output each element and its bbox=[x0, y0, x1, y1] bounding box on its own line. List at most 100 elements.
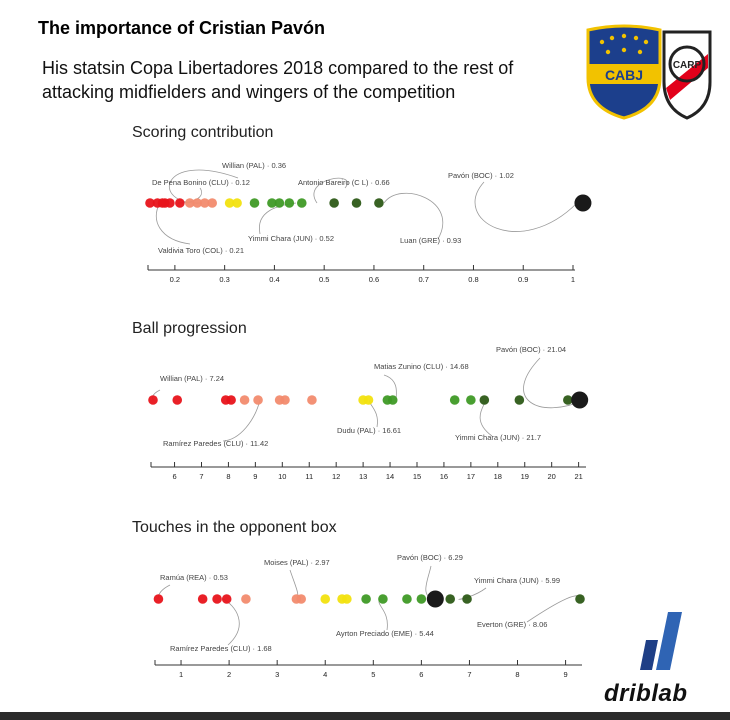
annotation-label: Pavón (BOC) · 6.29 bbox=[397, 553, 463, 562]
chart-title: Scoring contribution bbox=[132, 124, 273, 141]
tick-label: 1 bbox=[179, 670, 183, 679]
highlight-point bbox=[571, 391, 589, 409]
tick-label: 6 bbox=[172, 472, 176, 481]
annotation-connector bbox=[222, 598, 240, 646]
annotation-label: Willian (PAL) · 0.36 bbox=[222, 161, 286, 170]
data-point bbox=[307, 395, 317, 405]
annotation-label: Ramírez Paredes (CLU) · 11.42 bbox=[163, 439, 268, 448]
tick-label: 16 bbox=[440, 472, 448, 481]
annotation-label: Ayrton Preciado (EME) · 5.44 bbox=[336, 629, 434, 638]
annotation-label: Dudu (PAL) · 16.61 bbox=[337, 426, 401, 435]
tick-label: 19 bbox=[521, 472, 529, 481]
data-point bbox=[199, 198, 210, 208]
data-point bbox=[514, 395, 525, 405]
data-point bbox=[172, 395, 183, 405]
annotation-connector bbox=[383, 193, 444, 240]
tick-label: 8 bbox=[515, 670, 519, 679]
tick-label: 4 bbox=[323, 670, 327, 679]
brand-wordmark: driblab bbox=[604, 680, 688, 707]
data-point bbox=[241, 594, 251, 604]
tick-label: 10 bbox=[278, 472, 286, 481]
annotation-label: Matias Zunino (CLU) · 14.68 bbox=[374, 362, 469, 371]
tick-label: 9 bbox=[253, 472, 257, 481]
page-subtitle: His statsin Copa Libertadores 2018 compa… bbox=[42, 58, 514, 102]
driblab-mark-icon bbox=[640, 612, 682, 670]
data-point bbox=[296, 198, 307, 208]
club-logos: CABJ CARP bbox=[586, 24, 712, 120]
tick-label: 20 bbox=[548, 472, 556, 481]
annotation-connector bbox=[474, 181, 578, 232]
data-point bbox=[221, 594, 232, 604]
data-point bbox=[165, 198, 175, 208]
annotation-connector bbox=[155, 202, 191, 245]
annotation-label: Pavón (BOC) · 21.04 bbox=[496, 345, 566, 354]
tick-label: 14 bbox=[386, 472, 394, 481]
data-point bbox=[280, 395, 290, 405]
page-title: The importance of Cristian Pavón bbox=[38, 18, 326, 38]
annotation-label: Ramírez Paredes (CLU) · 1.68 bbox=[170, 644, 272, 653]
annotation-connector bbox=[222, 399, 261, 442]
data-point bbox=[462, 594, 472, 604]
tick-label: 0.7 bbox=[418, 275, 428, 284]
tick-label: 0.5 bbox=[319, 275, 329, 284]
tick-label: 17 bbox=[467, 472, 475, 481]
tick-label: 2 bbox=[227, 670, 231, 679]
data-point bbox=[192, 198, 203, 208]
bottom-bar bbox=[0, 712, 730, 720]
annotation-label: Antonio Bareiro (C L) · 0.66 bbox=[298, 178, 390, 187]
data-point bbox=[449, 395, 460, 405]
annotation-connector bbox=[479, 399, 493, 437]
tick-label: 0.8 bbox=[468, 275, 478, 284]
annotation-label: Ramúa (REA) · 0.53 bbox=[160, 573, 228, 582]
data-point bbox=[378, 594, 388, 604]
annotation-label: Pavón (BOC) · 1.02 bbox=[448, 171, 514, 180]
data-point bbox=[145, 198, 155, 208]
river-logo: CARP bbox=[662, 30, 712, 120]
tick-label: 0.4 bbox=[269, 275, 279, 284]
annotation-label: Moises (PAL) · 2.97 bbox=[264, 558, 330, 567]
data-point bbox=[351, 198, 362, 208]
tick-label: 11 bbox=[305, 472, 313, 481]
data-point bbox=[479, 395, 490, 405]
data-point bbox=[416, 594, 427, 604]
chart-1: Scoring contribution 0.2 0.3 0.4 0.5 0.6 0.7 0.… bbox=[132, 124, 592, 284]
annotation-label: Willian (PAL) · 7.24 bbox=[160, 374, 224, 383]
annotation-label: De Pena Bonino (CLU) · 0.12 bbox=[152, 178, 250, 187]
tick-label: 15 bbox=[413, 472, 421, 481]
river-logo-text: CARP bbox=[673, 60, 702, 71]
boca-logo-text: CABJ bbox=[605, 67, 643, 83]
tick-label: 13 bbox=[359, 472, 367, 481]
tick-label: 21 bbox=[574, 472, 582, 481]
data-point bbox=[267, 198, 277, 208]
chart-2: Ball progression 6 7 8 9 10 11 12 13 14 15 16 17 18 19… bbox=[132, 320, 589, 481]
data-point bbox=[374, 198, 384, 208]
data-point bbox=[387, 395, 398, 405]
annotation-label: Everton (GRE) · 8.06 bbox=[477, 620, 547, 629]
data-point bbox=[224, 198, 235, 208]
data-point bbox=[253, 395, 263, 405]
data-point bbox=[342, 594, 352, 604]
data-point bbox=[185, 198, 195, 208]
data-point bbox=[563, 395, 573, 405]
data-point bbox=[361, 594, 371, 604]
stars-icon bbox=[599, 33, 649, 55]
tick-label: 1 bbox=[571, 275, 575, 284]
data-point bbox=[148, 395, 158, 405]
tick-label: 9 bbox=[563, 670, 567, 679]
annotation-label: Yimmi Chara (JUN) · 21.7 bbox=[455, 433, 541, 442]
chart-3: Touches in the opponent box 1 2 3 4 5 6 7 8 9 Ramú… bbox=[132, 519, 585, 679]
annotation-connector bbox=[526, 595, 583, 623]
tick-label: 7 bbox=[199, 472, 203, 481]
data-point bbox=[296, 594, 307, 604]
tick-label: 0.6 bbox=[369, 275, 379, 284]
data-point bbox=[284, 198, 295, 208]
tick-label: 5 bbox=[371, 670, 375, 679]
data-point bbox=[274, 198, 285, 208]
tick-label: 12 bbox=[332, 472, 340, 481]
data-point bbox=[226, 395, 236, 405]
data-point bbox=[153, 594, 164, 604]
data-point bbox=[320, 594, 331, 604]
annotation-label: Yimmi Chara (JUN) · 5.99 bbox=[474, 576, 560, 585]
tick-label: 8 bbox=[226, 472, 230, 481]
